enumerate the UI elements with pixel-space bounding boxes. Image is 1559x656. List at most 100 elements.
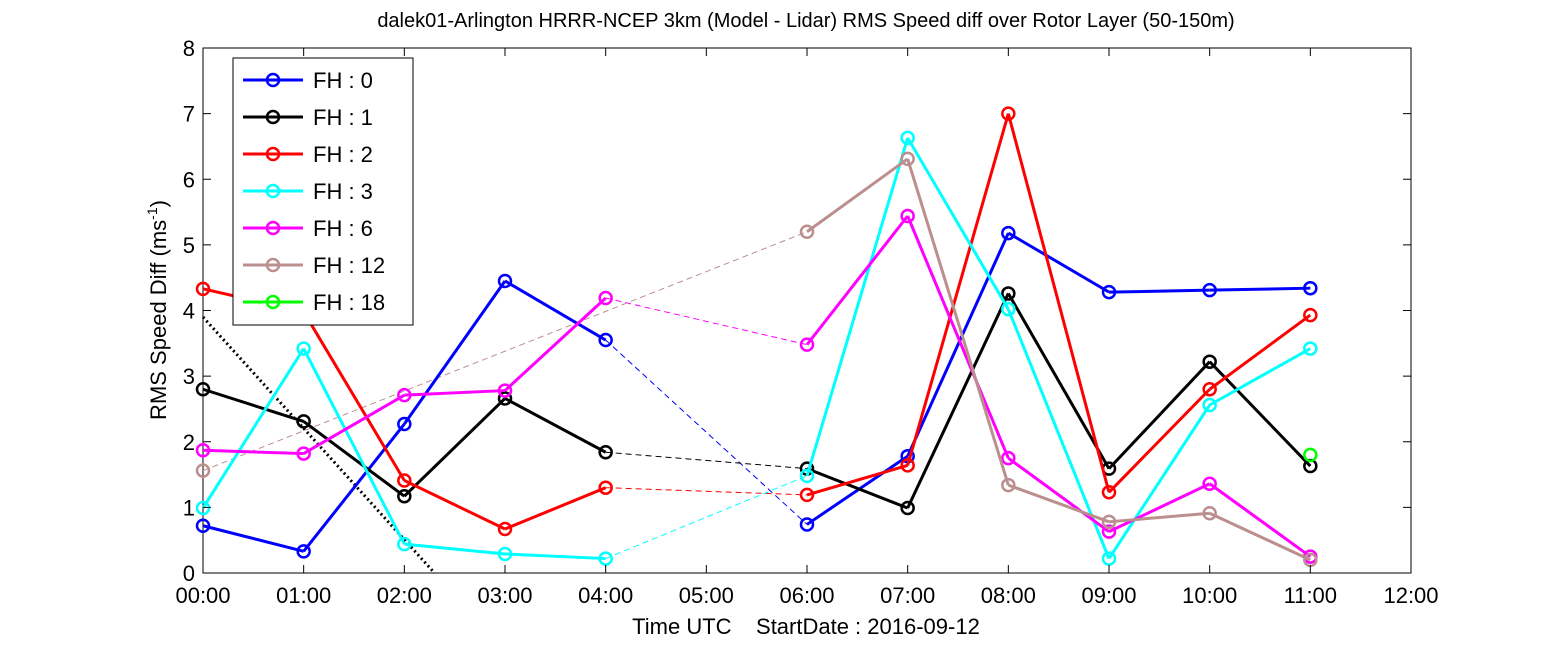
data-point — [195, 518, 211, 533]
series-segment — [403, 397, 507, 498]
plot-area — [195, 47, 1412, 575]
series-segment — [1107, 360, 1211, 470]
series-segment — [1007, 231, 1110, 294]
data-point — [497, 391, 513, 406]
series-segment — [1208, 482, 1312, 558]
data-point — [900, 500, 915, 516]
x-tick-label: 04:00 — [578, 583, 633, 608]
series-gap-link — [202, 231, 808, 472]
data-point — [195, 281, 211, 297]
x-tick-label: 07:00 — [880, 583, 935, 608]
series-gap-link — [605, 339, 808, 525]
data-point — [296, 414, 311, 429]
data-point — [1202, 382, 1217, 397]
series-segment — [906, 113, 1010, 466]
y-tick-label: 8 — [183, 36, 195, 61]
series-segment — [403, 479, 506, 531]
data-point — [1001, 225, 1016, 241]
data-point — [497, 546, 513, 562]
legend-marker — [265, 257, 281, 273]
legend-marker — [265, 220, 281, 236]
data-point — [1001, 286, 1016, 301]
x-tick-label: 00:00 — [175, 583, 230, 608]
data-point — [1001, 477, 1016, 493]
x-axis: 00:00 01:00 02:00 03:00 04:00 05:00 06:00 07:00… — [175, 48, 1439, 608]
x-tick-label: 10:00 — [1182, 583, 1237, 608]
x-axis-label: Time UTC StartDate : 2016-09-12 — [632, 614, 980, 639]
series-segment — [806, 454, 909, 526]
series-segment — [1108, 288, 1210, 294]
legend-label: FH : 1 — [313, 105, 373, 130]
x-tick-label: 05:00 — [679, 583, 734, 608]
series-segment — [906, 232, 1010, 457]
legend-marker — [265, 72, 281, 88]
data-point — [598, 332, 613, 348]
x-tick-label: 09:00 — [1081, 583, 1136, 608]
data-point — [1101, 485, 1117, 500]
series-gap-link — [605, 451, 808, 470]
series-layer — [195, 106, 1318, 568]
data-point — [296, 544, 311, 559]
x-tick-label: 02:00 — [377, 583, 432, 608]
data-point — [497, 383, 513, 398]
y-tick-label: 2 — [183, 430, 195, 455]
y-tick-label: 3 — [183, 364, 195, 389]
series-fh-2 — [195, 106, 1318, 537]
series-segment — [504, 279, 607, 342]
data-point — [195, 463, 211, 478]
series-segment — [302, 423, 406, 553]
series-fh-1 — [195, 286, 1318, 516]
series-segment — [202, 448, 304, 456]
data-point — [397, 473, 412, 488]
legend: FH : 0 FH : 1 FH : 2 FH : 3 FH : 6 FH : 12 FH … — [232, 57, 414, 326]
series-segment — [1007, 292, 1111, 470]
data-point — [1001, 301, 1016, 317]
series-gap-link — [605, 487, 808, 496]
data-point — [799, 224, 815, 239]
series-segment — [1209, 286, 1311, 292]
data-point — [799, 517, 815, 532]
data-point — [799, 487, 815, 503]
chart-title: dalek01-Arlington HRRR-NCEP 3km (Model -… — [377, 10, 1234, 32]
data-point — [1202, 354, 1217, 369]
data-point — [598, 290, 613, 306]
y-tick-label: 1 — [183, 495, 195, 520]
series-segment — [1007, 456, 1110, 533]
series-segment — [906, 158, 1010, 486]
data-point — [1001, 450, 1016, 466]
data-point — [598, 480, 613, 495]
y-axis-label-main: RMS Speed Diff (ms — [146, 220, 171, 420]
series-segment — [1208, 313, 1312, 391]
series-segment — [302, 420, 406, 498]
data-point — [1202, 282, 1217, 298]
data-point — [1202, 476, 1217, 491]
data-point — [296, 341, 311, 356]
series-segment — [302, 393, 406, 455]
series-fh-18 — [1303, 447, 1318, 463]
data-point — [799, 468, 815, 484]
data-point — [195, 500, 211, 516]
series-fh-6 — [195, 208, 1318, 564]
data-point — [1202, 506, 1217, 521]
legend-label: FH : 18 — [313, 290, 385, 315]
series-segment — [404, 389, 506, 397]
legend-label: FH : 3 — [313, 179, 373, 204]
data-point — [497, 273, 513, 289]
x-tick-label: 01:00 — [276, 583, 331, 608]
series-segment — [504, 486, 607, 531]
y-axis: 0 1 2 3 4 5 6 7 8 — [183, 36, 1411, 586]
legend-marker — [265, 146, 281, 162]
y-axis-label-sup: -1 — [144, 207, 160, 220]
data-point — [397, 387, 412, 403]
series-gap-link — [605, 297, 808, 346]
legend-label: FH : 12 — [313, 253, 385, 278]
series-segment — [504, 397, 607, 454]
data-point — [1101, 284, 1117, 300]
data-point — [497, 521, 513, 537]
data-point — [598, 551, 613, 566]
data-point — [1303, 307, 1318, 323]
data-point — [1001, 106, 1016, 121]
series-segment — [503, 296, 607, 392]
data-point — [397, 488, 412, 504]
series-segment — [202, 524, 305, 553]
